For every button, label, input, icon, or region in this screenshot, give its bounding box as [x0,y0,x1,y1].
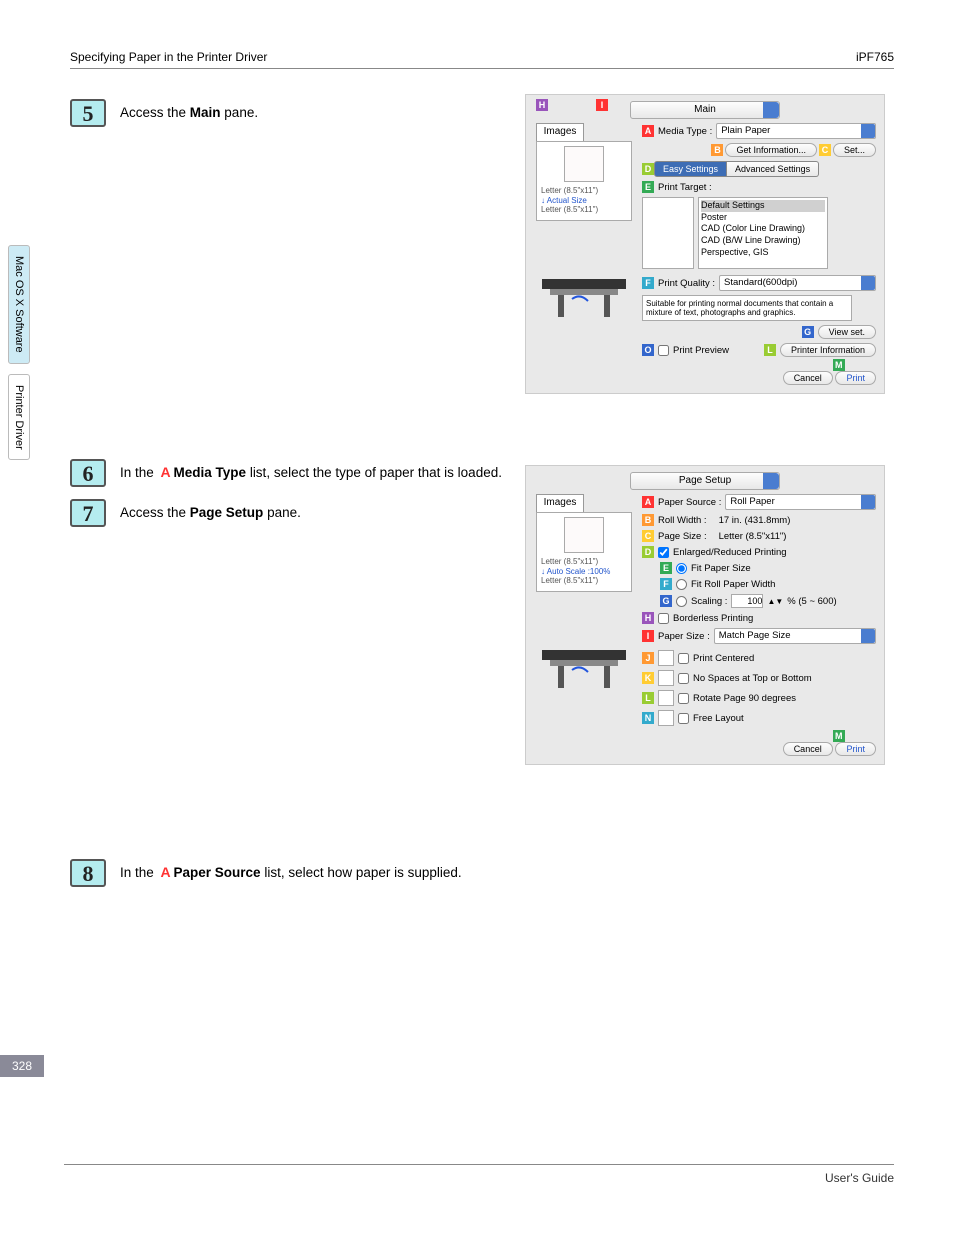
setup-printer-image [536,634,632,694]
print-target-list[interactable]: Default Settings Poster CAD (Color Line … [698,197,828,269]
page-number: 328 [0,1055,44,1077]
no-spaces-checkbox[interactable] [678,673,689,684]
free-layout-checkbox[interactable] [678,713,689,724]
print-button[interactable]: Print [835,371,876,385]
side-tab-mac[interactable]: Mac OS X Software [8,245,30,364]
paper-size-select[interactable]: Match Page Size [714,628,876,644]
label-b-icon: B [711,144,723,156]
rotate-checkbox[interactable] [678,693,689,704]
step-number-5: 5 [70,99,106,127]
setup-label-m: M [833,730,845,742]
setup-label-j: J [642,652,654,664]
setup-label-h: H [642,612,654,624]
footer-text: User's Guide [64,1164,894,1185]
step-text-8: In the APaper Source list, select how pa… [120,859,462,883]
setup-label-i: I [642,630,654,642]
set-button[interactable]: Set... [833,143,876,157]
setup-label-b: B [642,514,654,526]
advanced-settings-button[interactable]: Advanced Settings [727,161,819,177]
setup-cancel-button[interactable]: Cancel [783,742,833,756]
step-number-7: 7 [70,499,106,527]
step-text-5: Access the Main pane. [120,99,258,123]
scaling-input[interactable] [731,594,763,608]
step-number-8: 8 [70,859,106,887]
label-g-icon: G [802,326,814,338]
setup-tab-images[interactable]: Images [536,494,584,512]
setup-preview-pane: Letter (8.5"x11") ↓ Auto Scale :100% Let… [536,512,632,592]
header-right: iPF765 [856,50,894,64]
freelayout-icon [658,710,674,726]
setup-label-n: N [642,712,654,724]
print-preview-checkbox[interactable] [658,345,669,356]
setup-label-f: F [660,578,672,590]
print-centered-checkbox[interactable] [678,653,689,664]
label-a-icon: A [642,125,654,137]
main-preview-pane: Letter (8.5"x11") ↓ Actual Size Letter (… [536,141,632,221]
label-f-icon: F [642,277,654,289]
media-type-select[interactable]: Plain Paper [716,123,876,139]
side-nav-tabs: Mac OS X Software Printer Driver [8,245,30,460]
step-number-6: 6 [70,459,106,487]
main-tab-images[interactable]: Images [536,123,584,141]
borderless-checkbox[interactable] [658,613,669,624]
paper-source-select[interactable]: Roll Paper [725,494,876,510]
setup-label-d: D [642,546,654,558]
page-setup-dialog: Page Setup Images Size Letter (8.5"x11")… [525,465,885,765]
label-i-icon: I [596,99,608,111]
easy-settings-button[interactable]: Easy Settings [654,161,727,177]
setup-label-a: A [642,496,654,508]
label-m-icon: M [833,359,845,371]
step-text-7: Access the Page Setup pane. [120,499,301,523]
step-text-6: In the AMedia Type list, select the type… [120,459,502,483]
printer-information-button[interactable]: Printer Information [780,343,876,357]
setup-label-e: E [660,562,672,574]
setup-print-button[interactable]: Print [835,742,876,756]
side-tab-printer-driver[interactable]: Printer Driver [8,374,30,461]
label-d-icon: D [642,163,654,175]
setup-label-l: L [642,692,654,704]
scaling-radio[interactable] [676,596,687,607]
nospaces-icon [658,670,674,686]
label-c-icon: C [819,144,831,156]
fit-paper-radio[interactable] [676,563,687,574]
label-e-icon: E [642,181,654,193]
cancel-button[interactable]: Cancel [783,371,833,385]
centered-icon [658,650,674,666]
printer-image [536,263,632,323]
setup-label-c: C [642,530,654,542]
main-dialog: H I Main Images Size Letter (8.5"x11") ↓… [525,94,885,394]
label-l-icon: L [764,344,776,356]
print-quality-select[interactable]: Standard(600dpi) [719,275,876,291]
dialog-tab-pagesetup[interactable]: Page Setup [630,472,780,490]
enlarged-checkbox[interactable] [658,547,669,558]
quality-description: Suitable for printing normal documents t… [642,295,852,321]
header-left: Specifying Paper in the Printer Driver [70,50,267,64]
dialog-tab-main[interactable]: Main [630,101,780,119]
target-thumbs [642,197,694,269]
setup-label-k: K [642,672,654,684]
view-set-button[interactable]: View set. [818,325,876,339]
rotate-icon [658,690,674,706]
get-information-button[interactable]: Get Information... [725,143,817,157]
fit-roll-radio[interactable] [676,579,687,590]
label-h-icon: H [536,99,548,111]
label-o-icon: O [642,344,654,356]
setup-label-g: G [660,595,672,607]
